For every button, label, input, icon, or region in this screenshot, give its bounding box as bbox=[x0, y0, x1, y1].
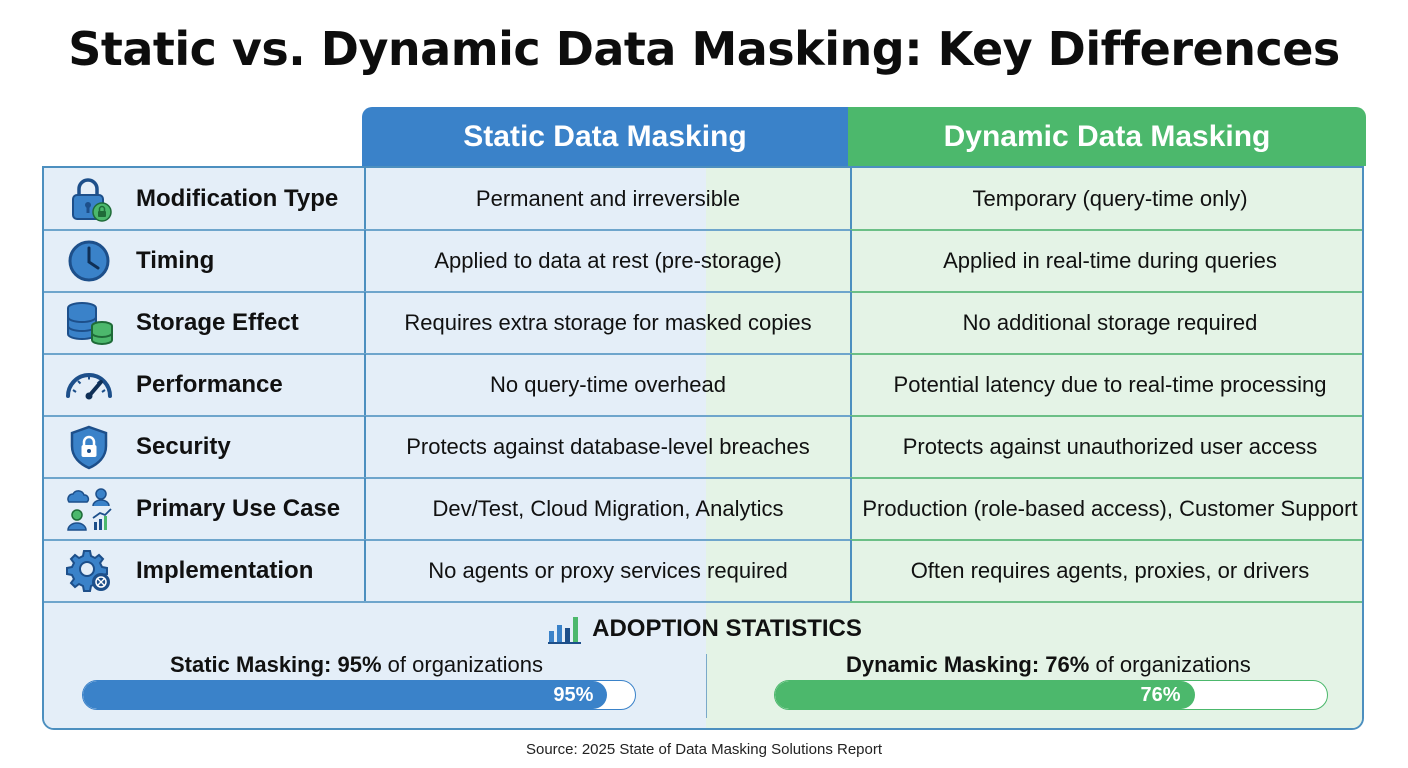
gear-icon bbox=[66, 550, 110, 592]
dynamic-cell: Potential latency due to real-time proce… bbox=[850, 354, 1362, 416]
column-header-static: Static Data Masking bbox=[362, 107, 848, 166]
static-cell: Requires extra storage for masked copies bbox=[364, 292, 850, 354]
dynamic-cell: Temporary (query-time only) bbox=[850, 168, 1362, 230]
static-cell: No query-time overhead bbox=[364, 354, 850, 416]
dynamic-progress-bar: 76% bbox=[774, 680, 1328, 710]
source-note: Source: 2025 State of Data Masking Solut… bbox=[525, 741, 883, 758]
row-divider bbox=[44, 229, 1362, 231]
row-divider bbox=[44, 477, 1362, 479]
page-title: Static vs. Dynamic Data Masking: Key Dif… bbox=[68, 22, 1340, 76]
table-row: Timing Applied to data at rest (pre-stor… bbox=[44, 230, 1362, 292]
adoption-statistics-heading: ADOPTION STATISTICS bbox=[44, 614, 1362, 644]
static-cell: Protects against database-level breaches bbox=[364, 416, 850, 478]
row-divider bbox=[44, 415, 1362, 417]
table-row: Storage Effect Requires extra storage fo… bbox=[44, 292, 1362, 354]
static-stat-suffix: of organizations bbox=[387, 652, 543, 677]
speedometer-icon bbox=[66, 373, 112, 400]
dynamic-cell: Production (role-based access), Customer… bbox=[850, 478, 1362, 540]
dynamic-stat-suffix: of organizations bbox=[1095, 652, 1251, 677]
row-divider bbox=[44, 539, 1362, 541]
table-row: Primary Use Case Dev/Test, Cloud Migrati… bbox=[44, 478, 1362, 540]
use-case-icon bbox=[67, 488, 112, 531]
dynamic-stat-label: Dynamic Masking: 76% of organizations bbox=[846, 652, 1251, 678]
dynamic-cell: Protects against unauthorized user acces… bbox=[850, 416, 1362, 478]
row-divider bbox=[44, 291, 1362, 293]
row-divider bbox=[44, 353, 1362, 355]
dynamic-cell: No additional storage required bbox=[850, 292, 1362, 354]
row-label: Storage Effect bbox=[136, 309, 299, 336]
adoption-statistics-title: ADOPTION STATISTICS bbox=[592, 615, 862, 642]
dynamic-cell: Applied in real-time during queries bbox=[850, 230, 1362, 292]
stats-divider bbox=[706, 654, 707, 718]
row-label: Performance bbox=[136, 371, 283, 398]
comparison-table: Modification Type Permanent and irrevers… bbox=[42, 166, 1364, 730]
row-label: Security bbox=[136, 433, 231, 460]
static-stat-percent: 95% bbox=[337, 652, 382, 677]
table-row: Security Protects against database-level… bbox=[44, 416, 1362, 478]
static-background bbox=[44, 168, 706, 728]
row-label: Implementation bbox=[136, 557, 314, 584]
static-progress-label: 95% bbox=[553, 683, 594, 706]
clock-icon bbox=[68, 240, 110, 282]
static-stat-name: Static Masking: bbox=[170, 652, 332, 677]
static-progress-bar: 95% bbox=[82, 680, 636, 710]
static-cell: Dev/Test, Cloud Migration, Analytics bbox=[364, 478, 850, 540]
shield-lock-icon bbox=[70, 425, 108, 470]
table-row: Implementation No agents or proxy servic… bbox=[44, 540, 1362, 602]
lock-icon bbox=[72, 178, 112, 222]
dynamic-progress-fill: 76% bbox=[775, 681, 1195, 709]
row-label: Primary Use Case bbox=[136, 495, 341, 522]
dynamic-progress-label: 76% bbox=[1140, 683, 1181, 706]
bar-chart-icon bbox=[548, 617, 582, 644]
dynamic-stat-percent: 76% bbox=[1045, 652, 1090, 677]
static-cell: Permanent and irreversible bbox=[364, 168, 850, 230]
dynamic-stat-name: Dynamic Masking: bbox=[846, 652, 1040, 677]
row-divider bbox=[44, 601, 1362, 603]
dynamic-background bbox=[706, 168, 1362, 728]
static-cell: Applied to data at rest (pre-storage) bbox=[364, 230, 850, 292]
database-icon bbox=[67, 302, 113, 345]
table-row: Modification Type Permanent and irrevers… bbox=[44, 168, 1362, 230]
dynamic-cell: Often requires agents, proxies, or drive… bbox=[850, 540, 1362, 602]
row-label: Timing bbox=[136, 247, 215, 274]
table-row: Performance No query-time overhead Poten… bbox=[44, 354, 1362, 416]
column-header-dynamic: Dynamic Data Masking bbox=[848, 107, 1366, 166]
static-cell: No agents or proxy services required bbox=[364, 540, 850, 602]
static-stat-label: Static Masking: 95% of organizations bbox=[170, 652, 543, 678]
static-progress-fill: 95% bbox=[83, 681, 608, 709]
row-label: Modification Type bbox=[136, 185, 339, 212]
